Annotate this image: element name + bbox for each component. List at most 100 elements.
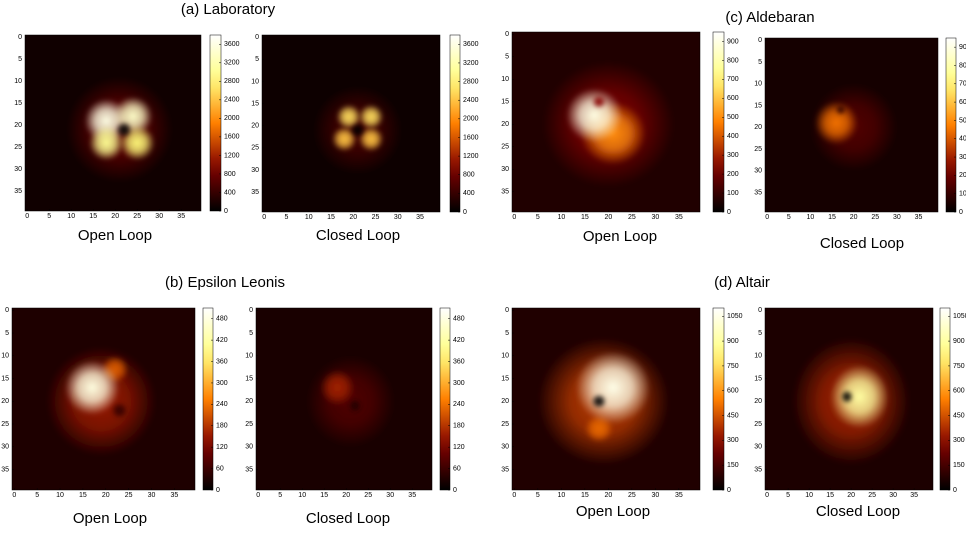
colorbar-tick-label: 400	[463, 190, 475, 197]
x-tick-label: 35	[675, 492, 683, 499]
x-tick-label: 15	[581, 214, 589, 221]
y-tick-label: 10	[754, 81, 762, 88]
colorbar-tick-label: 200	[959, 172, 966, 179]
x-tick-label: 10	[805, 492, 813, 499]
y-tick-label: 35	[754, 466, 762, 473]
x-tick-label: 15	[581, 492, 589, 499]
x-tick-label: 0	[256, 492, 260, 499]
y-tick-label: 15	[501, 99, 509, 106]
y-tick-label: 30	[1, 444, 9, 451]
figure: 0510152025303505101520253035040080012001…	[0, 0, 966, 533]
x-tick-label: 35	[675, 214, 683, 221]
x-tick-label: 0	[262, 214, 266, 221]
x-tick-label: 30	[893, 214, 901, 221]
y-tick-label: 10	[501, 353, 509, 360]
panel-title: (d) Altair	[714, 274, 770, 291]
y-tick-label: 15	[251, 100, 259, 107]
x-tick-label: 10	[557, 492, 565, 499]
y-tick-label: 15	[501, 375, 509, 382]
y-tick-label: 20	[501, 398, 509, 405]
y-tick-label: 35	[14, 188, 22, 195]
colorbar	[946, 38, 956, 212]
colorbar	[713, 308, 724, 490]
colorbar-tick-label: 900	[727, 38, 739, 45]
colorbar-tick-label: 400	[224, 189, 236, 196]
x-tick-label: 0	[25, 213, 29, 220]
x-tick-label: 10	[56, 492, 64, 499]
heatmap-image	[262, 35, 440, 212]
colorbar-tick-label: 0	[453, 487, 457, 494]
x-tick-label: 25	[133, 213, 141, 220]
x-tick-label: 25	[628, 214, 636, 221]
colorbar-tick-label: 0	[953, 487, 957, 494]
y-tick-label: 25	[754, 146, 762, 153]
y-tick-label: 25	[501, 421, 509, 428]
colorbar-tick-label: 2800	[224, 78, 240, 85]
colorbar-tick-label: 1200	[463, 153, 479, 160]
colorbar-tick-label: 100	[959, 191, 966, 198]
y-tick-label: 5	[5, 330, 9, 337]
y-tick-label: 20	[245, 398, 253, 405]
heatmap-image	[765, 308, 933, 490]
y-tick-label: 5	[255, 56, 259, 63]
y-tick-label: 20	[754, 398, 762, 405]
y-tick-label: 5	[18, 56, 22, 63]
x-tick-label: 20	[102, 492, 110, 499]
colorbar-tick-label: 60	[216, 465, 224, 472]
colorbar-tick-label: 2000	[224, 115, 240, 122]
x-tick-label: 30	[155, 213, 163, 220]
colorbar-tick-label: 300	[727, 152, 739, 159]
intensity-blob	[351, 123, 365, 137]
colorbar-tick-label: 3200	[463, 60, 479, 67]
intensity-blob	[320, 369, 355, 405]
y-tick-label: 30	[754, 444, 762, 451]
intensity-blob	[835, 105, 845, 115]
colorbar-tick-label: 300	[727, 437, 739, 444]
colorbar-tick-label: 3600	[463, 41, 479, 48]
y-tick-label: 5	[758, 330, 762, 337]
x-tick-label: 5	[787, 214, 791, 221]
x-tick-label: 0	[512, 214, 516, 221]
x-tick-label: 35	[171, 492, 179, 499]
y-tick-label: 25	[251, 145, 259, 152]
x-tick-label: 35	[910, 492, 918, 499]
x-axis-label: Closed Loop	[306, 510, 390, 527]
x-tick-label: 15	[828, 214, 836, 221]
colorbar-tick-label: 1600	[224, 134, 240, 141]
colorbar-tick-label: 600	[959, 99, 966, 106]
x-tick-label: 20	[111, 213, 119, 220]
x-tick-label: 35	[416, 214, 424, 221]
colorbar-tick-label: 300	[953, 437, 965, 444]
x-tick-label: 15	[327, 214, 335, 221]
x-tick-label: 20	[349, 214, 357, 221]
colorbar-tick-label: 420	[453, 337, 465, 344]
colorbar	[450, 35, 460, 212]
colorbar-tick-label: 2800	[463, 78, 479, 85]
colorbar-tick-label: 0	[959, 209, 963, 216]
heatmap-panel: 0510152025303505101520253035040080012001…	[251, 34, 478, 244]
colorbar-tick-label: 2400	[224, 97, 240, 104]
y-tick-label: 25	[501, 144, 509, 151]
colorbar-tick-label: 480	[453, 316, 465, 323]
colorbar-tick-label: 150	[727, 462, 739, 469]
x-tick-label: 30	[386, 492, 394, 499]
heatmap-panel: 0510152025303505101520253035060120180240…	[1, 274, 285, 527]
y-tick-label: 5	[505, 330, 509, 337]
x-tick-label: 10	[807, 214, 815, 221]
colorbar-tick-label: 600	[727, 388, 739, 395]
x-axis-label: Open Loop	[73, 510, 147, 527]
intensity-blob	[575, 351, 650, 424]
y-tick-label: 10	[245, 353, 253, 360]
x-tick-label: 25	[868, 492, 876, 499]
x-tick-label: 20	[847, 492, 855, 499]
x-tick-label: 35	[915, 214, 923, 221]
colorbar-tick-label: 180	[216, 423, 228, 430]
x-tick-label: 10	[557, 214, 565, 221]
colorbar-tick-label: 420	[216, 337, 228, 344]
y-tick-label: 0	[5, 307, 9, 314]
x-tick-label: 20	[342, 492, 350, 499]
y-tick-label: 5	[249, 330, 253, 337]
x-tick-label: 5	[278, 492, 282, 499]
x-tick-label: 0	[512, 492, 516, 499]
